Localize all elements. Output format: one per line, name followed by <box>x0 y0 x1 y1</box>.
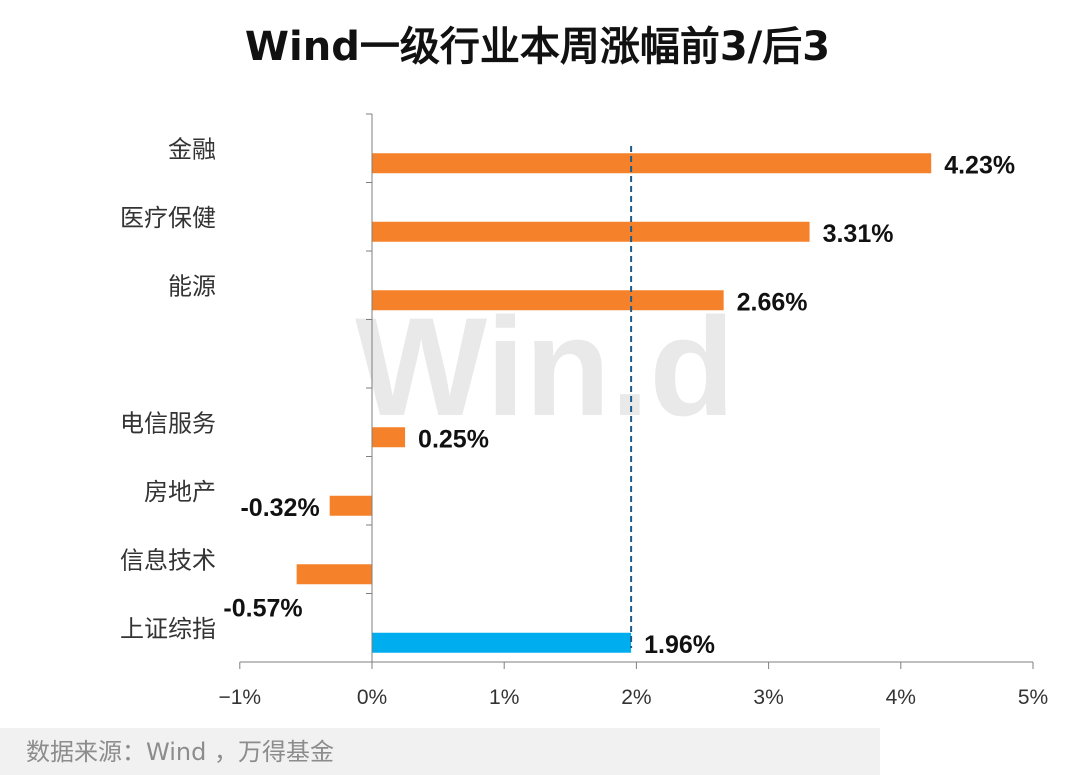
chart-title: Wind一级行业本周涨幅前3/后3 <box>244 24 831 70</box>
category-label: 电信服务 <box>120 409 216 437</box>
x-tick-label: 1% <box>489 686 519 709</box>
data-label: 2.66% <box>737 288 808 316</box>
data-label: -0.57% <box>223 594 302 622</box>
bar <box>372 290 724 311</box>
x-tick-label: 5% <box>1018 686 1048 709</box>
category-label: 信息技术 <box>120 546 216 574</box>
category-label: 能源 <box>168 272 216 300</box>
x-tick-label: 2% <box>621 686 651 709</box>
bar <box>372 427 406 448</box>
x-tick-label: 3% <box>753 686 783 709</box>
bar <box>372 221 810 242</box>
bar <box>296 564 372 585</box>
category-label: 医疗保健 <box>120 204 216 232</box>
source-note: 数据来源：Wind ，万得基金 <box>26 738 334 766</box>
bar <box>329 495 372 516</box>
category-label: 房地产 <box>144 478 216 506</box>
x-tick-label: 0% <box>357 686 387 709</box>
data-label: 0.25% <box>418 425 489 453</box>
category-label: 上证综指 <box>120 615 216 643</box>
x-tick-label: −1% <box>218 686 261 709</box>
data-label: 3.31% <box>823 220 894 248</box>
benchmark-bar <box>372 632 632 653</box>
bar <box>372 153 932 174</box>
data-label: 1.96% <box>644 631 715 659</box>
data-label: -0.32% <box>240 494 319 522</box>
x-tick-label: 4% <box>886 686 916 709</box>
data-label: 4.23% <box>944 151 1015 179</box>
watermark: Win.d <box>355 288 735 445</box>
category-label: 金融 <box>168 135 216 163</box>
footer-band <box>0 728 880 775</box>
